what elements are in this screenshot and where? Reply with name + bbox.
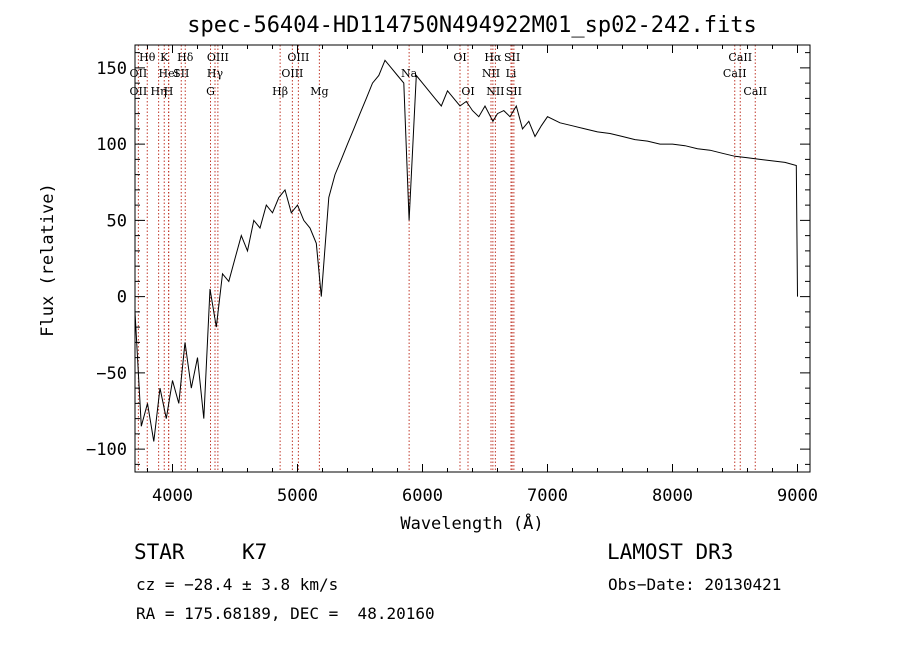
chart-title: spec-56404-HD114750N494922M01_sp02-242.f… — [187, 13, 757, 38]
line-marker-label: Hδ — [177, 51, 194, 64]
line-marker-label: Li — [506, 67, 517, 80]
line-marker-label: NII — [486, 85, 504, 98]
line-marker-label: NII — [482, 67, 500, 80]
line-marker-group — [137, 45, 756, 472]
line-marker-label: Hθ — [139, 51, 156, 64]
line-marker-label: OII — [130, 85, 148, 98]
x-tick-label: 4000 — [152, 486, 193, 506]
y-tick-label: 100 — [96, 135, 127, 155]
line-marker-label: SII — [504, 51, 520, 64]
line-marker-label: Mg — [310, 85, 328, 98]
x-axis: 4000 5000 6000 7000 8000 9000 — [147, 45, 818, 506]
x-axis-label: Wavelength (Å) — [400, 512, 543, 534]
x-tick-label: 9000 — [777, 486, 818, 506]
line-marker-label: OIII — [281, 67, 303, 80]
line-marker-label: Hη — [151, 85, 167, 98]
line-marker-label: CaII — [723, 67, 747, 80]
object-class: STAR — [134, 540, 185, 564]
line-marker-label: CaII — [728, 51, 752, 64]
line-marker-label: OIII — [207, 51, 229, 64]
y-tick-label: −100 — [86, 440, 127, 460]
line-marker-label: HeI — [159, 67, 179, 80]
line-marker-label: G — [206, 85, 215, 98]
y-axis-label: Flux (relative) — [38, 183, 58, 337]
redshift-value: cz = −28.4 ± 3.8 km/s — [136, 575, 339, 594]
line-marker-label: SII — [506, 85, 522, 98]
y-tick-label: 150 — [96, 59, 127, 79]
line-marker-label: K — [160, 51, 169, 64]
line-marker-label: OII — [130, 67, 148, 80]
survey-name: LAMOST DR3 — [607, 540, 734, 564]
line-marker-label: SII — [173, 67, 189, 80]
y-axis: −100 −50 0 50 100 150 — [86, 52, 810, 465]
line-marker-label: H — [164, 85, 174, 98]
x-tick-label: 5000 — [277, 486, 318, 506]
line-marker-label: OIII — [287, 51, 309, 64]
line-marker-label: Hγ — [207, 67, 224, 80]
spectrum-line — [134, 59, 798, 442]
coordinates: RA = 175.68189, DEC = 48.20160 — [136, 604, 435, 623]
line-marker-label-group: OIIOIIHθHηKHHeISIIHδGHγOIIIHβOIIIOIIIMgN… — [130, 51, 768, 98]
line-marker-label: Na — [401, 67, 418, 80]
y-tick-label: 50 — [107, 211, 127, 231]
object-subclass: K7 — [242, 540, 268, 564]
line-marker-label: Hα — [484, 51, 502, 64]
line-marker-label: OI — [461, 85, 474, 98]
line-marker-label: Hβ — [272, 85, 288, 98]
plot-frame — [134, 44, 811, 473]
line-marker-label: CaII — [743, 85, 767, 98]
obs-date: Obs−Date: 20130421 — [608, 575, 782, 594]
x-tick-label: 6000 — [402, 486, 443, 506]
line-marker-label: OI — [453, 51, 466, 64]
x-tick-label: 7000 — [527, 486, 568, 506]
y-tick-label: −50 — [96, 364, 127, 384]
y-tick-label: 0 — [117, 288, 127, 308]
x-tick-label: 8000 — [652, 486, 693, 506]
